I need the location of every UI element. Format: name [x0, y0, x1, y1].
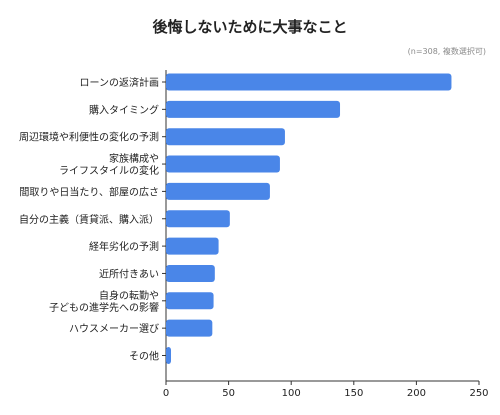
chart-title: 後悔しないために大事なこと — [152, 18, 348, 36]
category-label: 購入タイミング — [89, 103, 159, 116]
chart-note: (n=308, 複数選択可) — [407, 47, 486, 56]
category-label: 子どもの進学先への影響 — [49, 301, 159, 314]
bar — [166, 128, 285, 146]
bar — [166, 347, 172, 364]
category-label: 周辺環境や利便性の変化の予測 — [19, 131, 159, 144]
category-label: 近所付きあい — [99, 267, 159, 280]
category-label: 経年劣化の予測 — [89, 240, 159, 253]
category-label: ハウスメーカー選び — [69, 322, 159, 335]
category-label: ローンの返済計画 — [80, 76, 160, 89]
x-tick-label: 50 — [222, 388, 235, 399]
bar — [166, 155, 280, 173]
category-label: ライフスタイルの変化 — [59, 164, 159, 177]
bar — [166, 73, 452, 91]
x-tick-label: 250 — [469, 388, 488, 399]
x-tick-label: 0 — [163, 388, 169, 399]
category-label: 自身の転勤や — [99, 289, 159, 302]
category-label: 家族構成や — [109, 152, 159, 165]
bar — [166, 210, 230, 228]
category-label: 間取りや日当たり、部屋の広さ — [19, 185, 159, 198]
bar — [166, 100, 341, 118]
x-tick-label: 150 — [344, 388, 363, 399]
x-tick-label: 200 — [407, 388, 426, 399]
bar — [166, 237, 219, 255]
category-label: その他 — [129, 350, 159, 363]
bar — [166, 182, 270, 200]
category-label: 自分の主義（賃貸派、購入派） — [19, 213, 159, 226]
bar — [166, 292, 214, 310]
x-tick-label: 100 — [282, 388, 301, 399]
bar — [166, 264, 215, 282]
bar — [166, 319, 213, 337]
